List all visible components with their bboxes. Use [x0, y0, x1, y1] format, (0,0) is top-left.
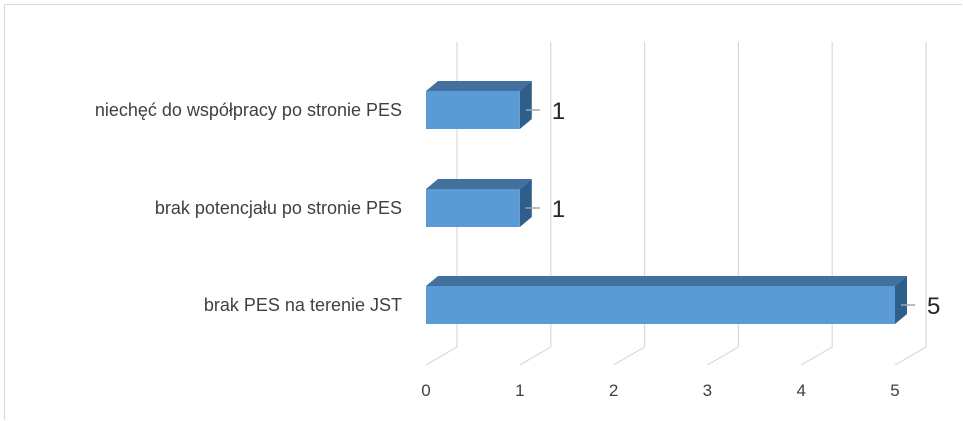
floor-gridline-0: [425, 346, 458, 366]
x-tick-label-4: 4: [796, 381, 805, 400]
x-tick-label-1: 1: [515, 381, 524, 400]
category-label-0: niechęć do współpracy po stronie PES: [95, 100, 402, 120]
bar-side-0: [519, 81, 532, 129]
labels: 0 1 2 3 4 5 1 niechęć do współpracy po stronie …: [95, 98, 941, 400]
bar-top-1: [426, 179, 532, 189]
bar-side-1: [519, 179, 532, 227]
chart-frame: [4, 4, 962, 420]
x-tick-label-2: 2: [609, 381, 618, 400]
bar-1: [426, 189, 520, 227]
bar-2: [426, 286, 895, 324]
floor-gridline-4: [800, 346, 833, 366]
x-tick-label-5: 5: [890, 381, 899, 400]
bars: [426, 81, 907, 324]
floor-gridline-3: [707, 346, 739, 366]
floor-gridline-5: [894, 346, 927, 366]
data-label-1: 1: [552, 196, 565, 223]
x-tick-label-3: 3: [703, 381, 712, 400]
bar-0: [426, 91, 520, 129]
floor-gridline-1: [519, 346, 552, 366]
bar-top-0: [426, 81, 532, 91]
category-label-1: brak potencjału po stronie PES: [155, 198, 402, 218]
category-label-2: brak PES na terenie JST: [204, 295, 402, 315]
data-label-2: 5: [927, 293, 940, 320]
bar-side-2: [895, 276, 907, 324]
bar-top-2: [426, 276, 907, 286]
x-tick-label-0: 0: [421, 381, 430, 400]
floor-gridline-2: [613, 346, 645, 366]
data-label-0: 1: [552, 98, 565, 125]
